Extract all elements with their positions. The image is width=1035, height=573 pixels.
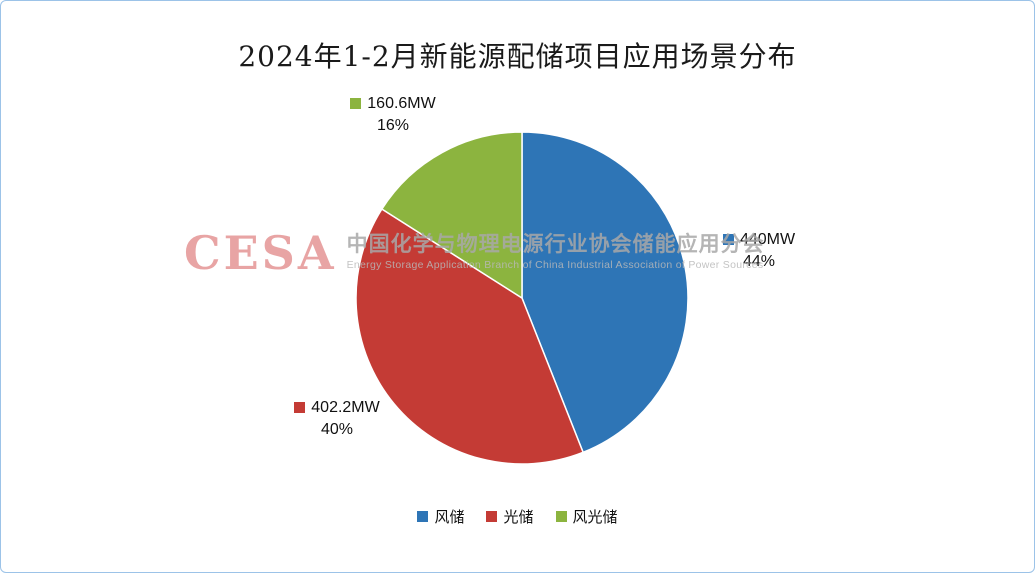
legend-solar-swatch-icon <box>486 511 498 522</box>
data-label-percent: 40% <box>320 420 354 438</box>
pie-slice-风储 <box>521 131 689 454</box>
pie-slice-风光储 <box>380 131 523 300</box>
wind-swatch-icon <box>722 234 734 245</box>
data-label-value: 440MW <box>739 231 796 248</box>
data-label-solar: 402.2MW 40% <box>267 397 407 440</box>
legend-windsolar-swatch-icon <box>555 511 567 522</box>
data-label-percent: 16% <box>376 116 410 134</box>
data-label-line: 160.6MW <box>323 93 463 115</box>
legend-item-solar: 光储 <box>486 506 534 527</box>
data-label-percent: 44% <box>742 252 776 270</box>
pie-chart <box>353 129 691 467</box>
legend-label: 风光储 <box>572 509 618 526</box>
legend-item-windsolar: 风光储 <box>555 506 618 527</box>
chart-title: 2024年1-2月新能源配储项目应用场景分布 <box>238 40 797 73</box>
data-label-value: 402.2MW <box>311 399 380 416</box>
chart-legend: 风储 光储 风光储 <box>1 506 1034 527</box>
legend-wind-swatch-icon <box>417 511 429 522</box>
data-label-line: 440MW <box>699 229 819 251</box>
data-label-windsolar: 160.6MW 16% <box>323 93 463 136</box>
pie-svg <box>355 131 689 465</box>
windsolar-swatch-icon <box>350 98 362 109</box>
solar-swatch-icon <box>294 402 306 413</box>
watermark-logo: CESA <box>184 226 337 280</box>
legend-label: 光储 <box>503 509 534 526</box>
legend-label: 风储 <box>434 509 465 526</box>
pie-slice-光储 <box>355 208 585 465</box>
legend-item-wind: 风储 <box>417 506 464 527</box>
data-label-wind: 440MW 44% <box>699 229 819 272</box>
data-label-value: 160.6MW <box>367 95 436 112</box>
data-label-line: 402.2MW <box>267 397 407 419</box>
